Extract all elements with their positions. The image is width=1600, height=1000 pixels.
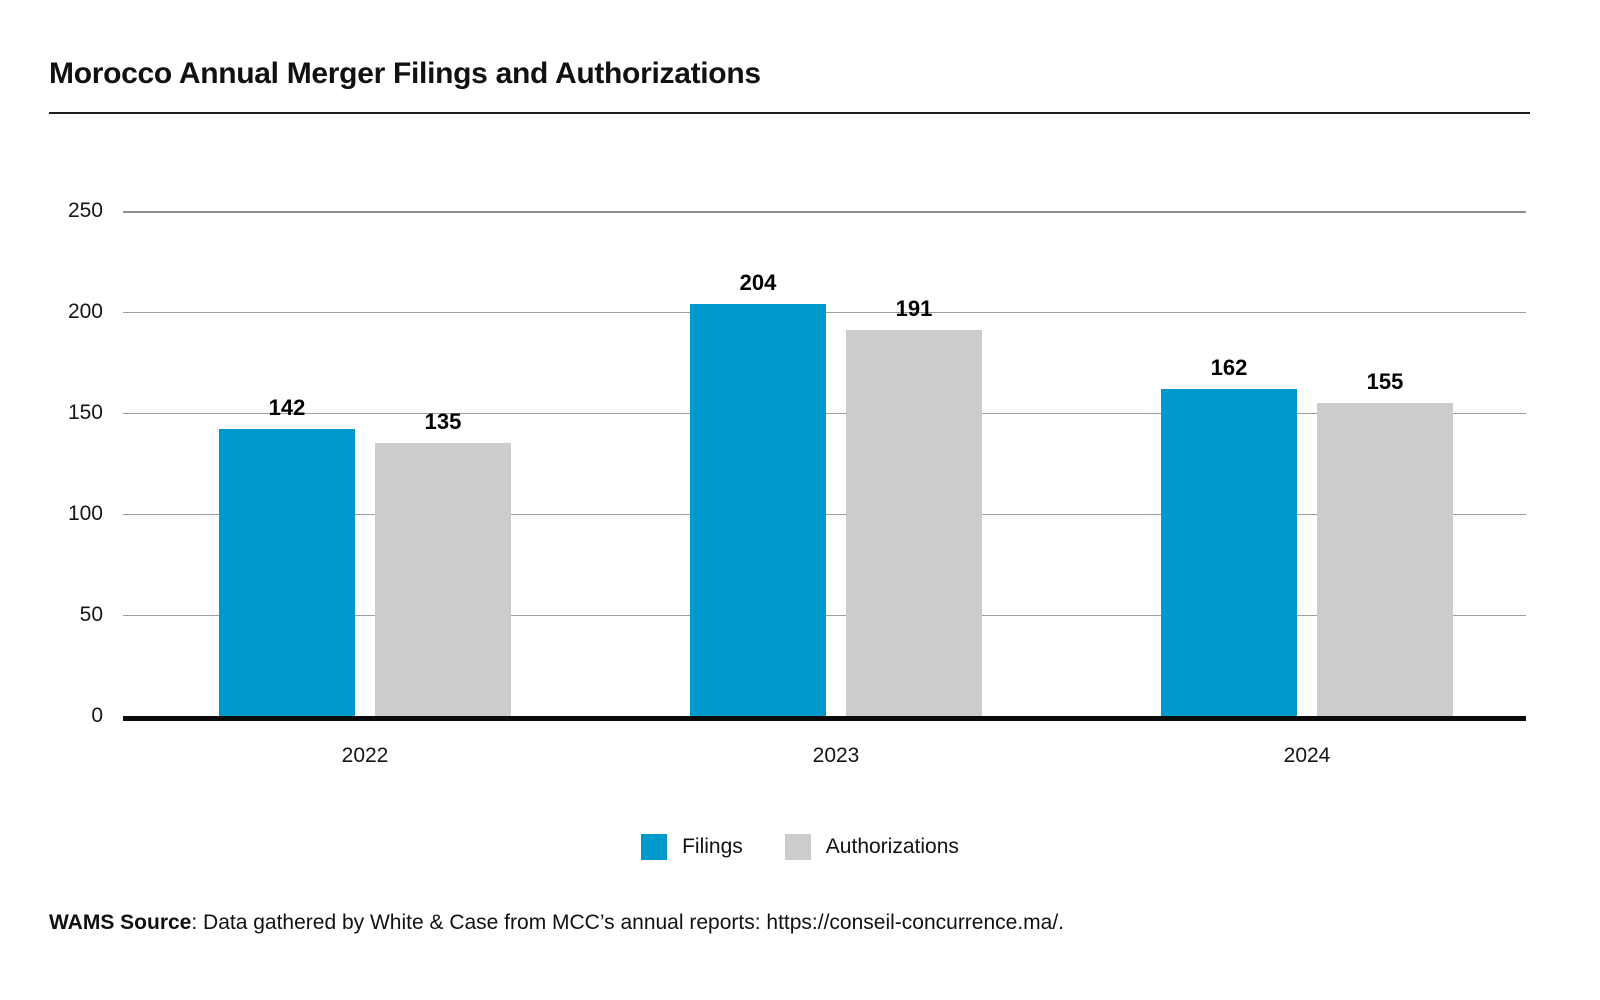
bar-value-label: 204 (739, 270, 777, 295)
y-axis-label-150: 150 (67, 401, 103, 424)
source-text: : Data gathered by White & Case from MCC… (191, 911, 1065, 934)
legend-item-authorizations: Authorizations (784, 834, 959, 860)
bar-rect (375, 443, 511, 716)
chart-legend: Filings Authorizations (0, 834, 1600, 860)
bar-rect (1317, 403, 1453, 716)
bar-group-2024: 162 155 2024 (1161, 211, 1453, 767)
title-divider-rule (49, 112, 1530, 114)
y-axis-label-100: 100 (67, 502, 103, 525)
bar-rect (219, 429, 355, 716)
bar-group-2023: 204 191 2023 (690, 211, 982, 767)
plot-area: 0 50 100 150 200 250 142 135 2022 204 191 2023 162 15… (68, 199, 1526, 767)
x-axis-label-2022: 2022 (341, 744, 389, 767)
chart-title: Morocco Annual Merger Filings and Author… (49, 57, 761, 90)
x-axis-label-2024: 2024 (1283, 744, 1331, 767)
bar-value-label: 142 (268, 395, 306, 420)
bar-authorizations-2023: 191 (846, 296, 982, 716)
legend-swatch-filings (641, 834, 668, 860)
bar-authorizations-2024: 155 (1317, 369, 1453, 716)
gridline-250 (123, 211, 1526, 213)
x-axis-line (123, 716, 1526, 721)
bar-rect (690, 304, 826, 716)
y-axis-label-200: 200 (67, 300, 103, 323)
bar-value-label: 155 (1366, 369, 1404, 394)
legend-item-filings: Filings (641, 834, 743, 860)
bar-filings-2024: 162 (1161, 355, 1297, 716)
legend-label: Authorizations (825, 835, 959, 858)
source-line: WAMS Source: Data gathered by White & Ca… (49, 911, 1064, 935)
bar-filings-2022: 142 (219, 395, 355, 716)
bar-value-label: 191 (895, 296, 933, 321)
source-label: WAMS Source (49, 911, 192, 934)
x-axis-label-2023: 2023 (812, 744, 860, 767)
y-axis-label-250: 250 (67, 199, 103, 222)
bar-group-2022: 142 135 2022 (219, 211, 511, 767)
bar-authorizations-2022: 135 (375, 409, 511, 716)
y-axis-label-50: 50 (79, 603, 103, 626)
bar-value-label: 135 (424, 409, 462, 434)
bar-filings-2023: 204 (690, 270, 826, 716)
legend-label: Filings (682, 835, 743, 858)
y-axis-label-0: 0 (91, 704, 103, 727)
bar-value-label: 162 (1210, 355, 1248, 380)
bar-rect (1161, 389, 1297, 716)
bar-rect (846, 330, 982, 716)
legend-swatch-authorizations (784, 834, 811, 860)
